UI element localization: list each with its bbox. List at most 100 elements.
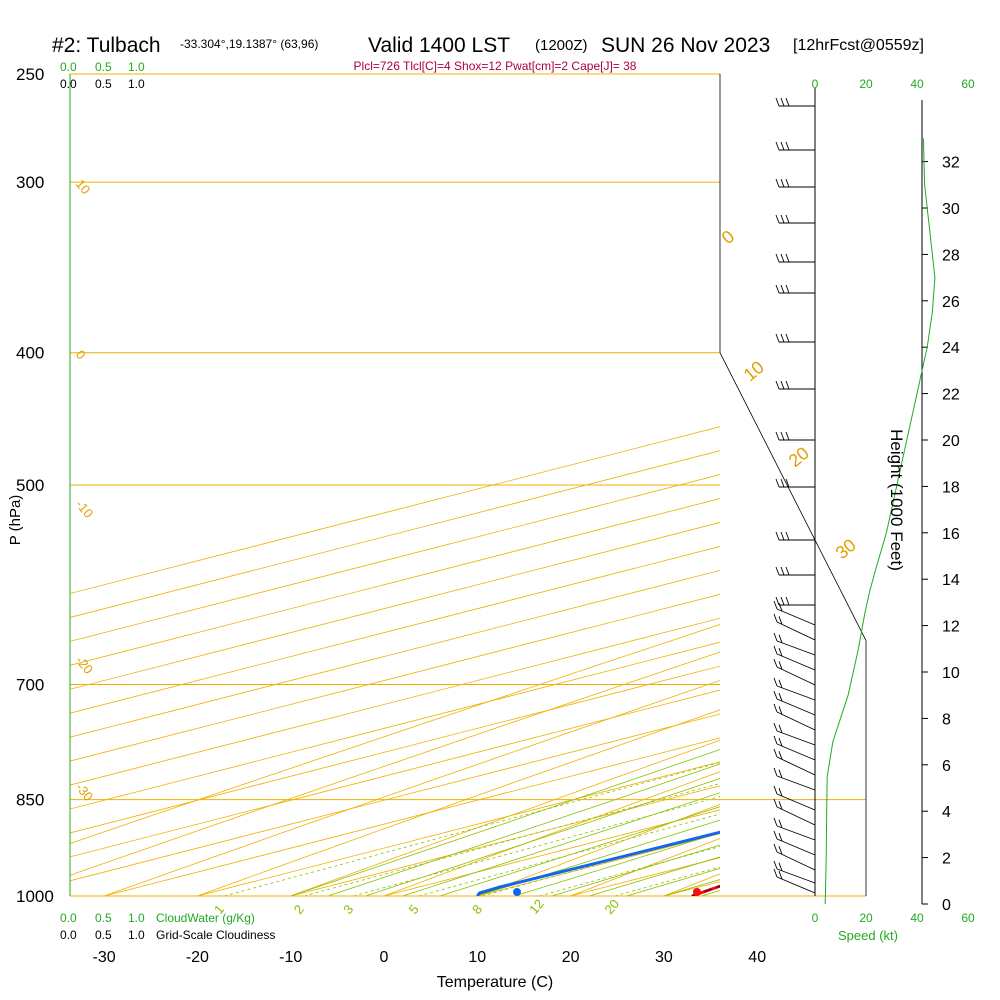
wind-speed-tick-top: 20 — [859, 77, 873, 91]
wind-barb-staff — [776, 793, 816, 811]
isotherm-line — [851, 74, 1000, 896]
isotherm-line — [70, 641, 720, 810]
wind-barb-flag — [773, 600, 778, 610]
wind-barb-flag — [773, 613, 778, 623]
forecast-run: [12hrFcst@0559z] — [793, 37, 924, 54]
wind-barb-flag — [780, 531, 785, 541]
mixing-ratio-label: 3 — [340, 902, 356, 917]
isotherm-line — [70, 689, 720, 858]
isotherm-line — [757, 74, 1000, 896]
wind-barb-flag — [780, 284, 785, 294]
wind-barb-flag — [775, 478, 780, 488]
cloud-tick-top2-0: 0.0 — [60, 77, 77, 91]
wind-barb-flag — [780, 178, 785, 188]
wind-barb-flag — [785, 178, 790, 188]
wind-barb-staff — [776, 653, 816, 671]
mixing-ratio-label: 20 — [601, 896, 622, 917]
wind-barb-flag — [773, 843, 778, 853]
mixing-ratio-line — [539, 846, 720, 896]
moist-adiabat-line — [439, 806, 720, 896]
wind-barb-flag — [775, 596, 780, 606]
temperature-tick-label: 0 — [380, 949, 389, 966]
wind-barb-flag — [780, 596, 785, 606]
wind-barb-flag — [785, 97, 790, 107]
moist-adiabat-line — [290, 749, 720, 896]
mixing-ratio-line — [224, 762, 720, 896]
temperature-tick-label: -20 — [186, 949, 209, 966]
height-tick-label: 22 — [942, 387, 960, 404]
wind-barb-flag — [785, 253, 790, 263]
cloud-tick-top2-2: 1.0 — [128, 77, 145, 91]
wind-barb-flag — [778, 870, 783, 880]
moist-adiabat-line — [365, 778, 720, 896]
cloudiness-tick-0: 0.0 — [60, 928, 77, 942]
dry-adiabat-line — [197, 709, 720, 896]
dry-adiabat-line — [70, 651, 720, 876]
forecast-date: SUN 26 Nov 2023 — [601, 34, 770, 57]
isotherm-label: 10 — [73, 176, 94, 197]
isotherm-label: 0 — [73, 347, 89, 362]
wind-barb-flag — [780, 431, 785, 441]
wind-speed-tick-bottom: 0 — [812, 911, 819, 925]
wind-barb-staff — [776, 743, 816, 761]
wind-speed-tick-bottom: 20 — [859, 911, 873, 925]
wind-barb-flag — [773, 735, 778, 745]
wind-barb-staff — [776, 608, 816, 626]
wind-barb-staff — [776, 698, 816, 716]
wind-barb-staff — [776, 685, 816, 701]
wind-barb-flag — [778, 801, 783, 810]
isotherm-line — [70, 593, 720, 762]
cloud-tick-top-2: 1.0 — [128, 60, 145, 74]
wind-barb-flag — [773, 748, 778, 758]
pressure-tick-label: 300 — [16, 173, 44, 192]
wind-barb-staff — [776, 711, 816, 731]
wind-barb-flag — [773, 645, 778, 655]
wind-barb-flag — [778, 737, 783, 747]
wind-barb-flag — [778, 862, 783, 871]
mixing-ratio-label: 5 — [406, 902, 422, 917]
wind-barb-flag — [775, 97, 780, 107]
wind-barb-flag — [778, 602, 783, 612]
wind-barb-flag — [778, 706, 783, 715]
wind-barb-flag — [775, 284, 780, 294]
wind-barb-flag — [775, 566, 780, 576]
surface-temperature-marker — [693, 888, 701, 896]
pressure-tick-label: 1000 — [16, 887, 54, 906]
height-tick-label: 32 — [942, 155, 960, 172]
wind-barb-flag — [775, 214, 780, 224]
height-tick-label: 16 — [942, 526, 960, 543]
wind-speed-tick-bottom: 40 — [910, 911, 924, 925]
wind-barb-flag — [773, 860, 778, 870]
height-tick-label: 18 — [942, 479, 960, 496]
wind-barb-flag — [785, 214, 790, 224]
wind-barb-flag — [773, 632, 778, 642]
valid-zulu: (1200Z) — [535, 37, 588, 54]
height-tick-label: 14 — [942, 572, 960, 589]
wind-barb-flag — [775, 141, 780, 151]
wind-barb-staff — [776, 806, 816, 826]
dry-adiabat-line — [103, 680, 720, 896]
wind-barb-flag — [773, 767, 778, 777]
wind-barb-flag — [778, 647, 783, 657]
adiabat-label: 10 — [740, 357, 768, 385]
wind-barb-staff — [776, 868, 816, 884]
height-axis-title: Height (1000 Feet) — [887, 429, 906, 571]
wind-barb-staff — [776, 838, 816, 856]
pressure-tick-label: 850 — [16, 791, 44, 810]
wind-barb-flag — [773, 677, 778, 687]
wind-barb-flag — [773, 785, 778, 795]
wind-barb-flag — [778, 679, 783, 688]
wind-barb-flag — [780, 141, 785, 151]
isotherm-line — [104, 737, 720, 896]
wind-barb-flag — [780, 478, 785, 488]
moist-adiabat-line — [739, 74, 1000, 896]
wind-barb-flag — [775, 380, 780, 390]
temperature-tick-label: 30 — [655, 949, 673, 966]
wind-barb-staff — [776, 825, 816, 841]
height-tick-label: 4 — [942, 804, 951, 821]
temperature-tick-label: -30 — [93, 949, 116, 966]
wind-speed-tick-bottom: 60 — [961, 911, 975, 925]
mixing-ratio-line — [353, 796, 720, 896]
wind-barb-flag — [778, 769, 783, 778]
